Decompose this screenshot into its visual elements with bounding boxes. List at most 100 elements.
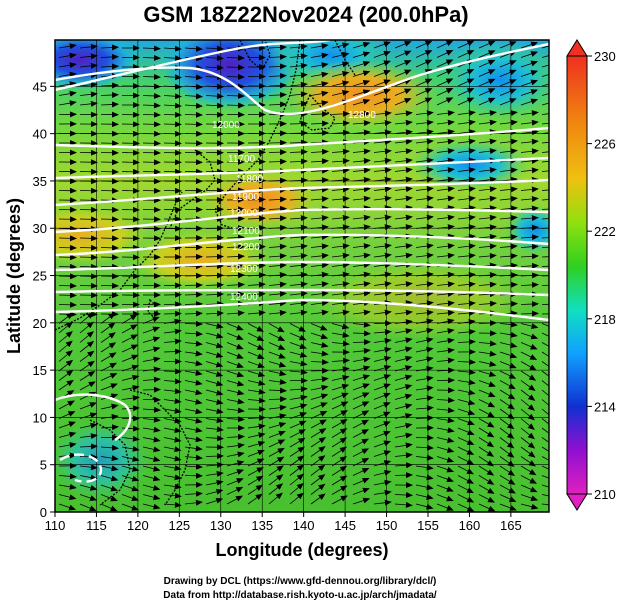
wind-arrow <box>457 446 475 455</box>
wind-arrow <box>163 436 182 443</box>
wind-arrow <box>436 87 454 96</box>
wind-arrow <box>79 235 98 242</box>
wind-arrow <box>142 386 161 393</box>
wind-arrow <box>184 389 203 396</box>
wind-arrow <box>58 483 77 490</box>
wind-arrow <box>268 224 287 231</box>
wind-arrow <box>436 347 455 354</box>
wind-arrow <box>310 111 329 118</box>
wind-arrow <box>79 331 94 343</box>
wind-arrow <box>247 397 266 404</box>
wind-arrow <box>541 342 549 347</box>
wind-arrow <box>247 388 266 395</box>
y-tick-label: 15 <box>33 363 47 378</box>
wind-arrow <box>163 55 182 62</box>
wind-arrow <box>457 503 475 512</box>
wind-arrow <box>373 88 391 96</box>
wind-arrow <box>226 380 245 387</box>
wind-arrow <box>247 458 265 467</box>
wind-arrow <box>478 437 495 448</box>
wind-arrow <box>520 253 539 260</box>
wind-arrow <box>415 290 434 297</box>
wind-arrow <box>163 45 182 52</box>
wind-arrow <box>100 373 118 381</box>
wind-arrow <box>457 195 476 202</box>
wind-arrow <box>394 374 413 381</box>
wind-arrow <box>373 499 392 506</box>
wind-arrow <box>58 71 77 78</box>
wind-arrow <box>289 148 308 155</box>
wind-arrow <box>499 253 518 260</box>
wind-arrow <box>100 362 117 372</box>
wind-arrow <box>457 456 475 465</box>
wind-arrow <box>478 399 496 408</box>
wind-arrow <box>163 111 182 118</box>
wind-arrow <box>310 359 329 366</box>
wind-arrow <box>415 157 434 164</box>
wind-arrow <box>436 465 455 473</box>
wind-arrow <box>79 91 98 98</box>
wind-arrow <box>457 369 476 376</box>
wind-arrow <box>247 484 264 495</box>
wind-arrow <box>352 356 371 363</box>
wind-arrow <box>436 68 454 77</box>
wind-arrow <box>394 492 413 499</box>
wind-arrow <box>142 336 161 343</box>
wind-arrow <box>373 129 392 136</box>
wind-arrow <box>352 401 370 410</box>
wind-arrow <box>373 355 392 362</box>
wind-arrow <box>58 311 77 318</box>
wind-arrow <box>457 40 475 49</box>
wind-arrow <box>163 501 182 508</box>
wind-arrow <box>247 432 266 439</box>
wind-arrow <box>121 494 139 502</box>
wind-arrow <box>499 119 518 126</box>
wind-arrow <box>541 465 549 470</box>
wind-arrow <box>289 252 308 259</box>
wind-arrow <box>268 422 287 429</box>
wind-arrow <box>142 140 161 147</box>
wind-arrow <box>268 396 287 403</box>
wind-arrow <box>205 323 224 329</box>
wind-arrow <box>310 177 329 184</box>
wind-arrow <box>331 271 350 278</box>
wind-arrow <box>415 271 434 278</box>
x-tick-label: 110 <box>45 518 66 533</box>
wind-arrow <box>394 365 413 372</box>
wind-arrow <box>310 437 327 448</box>
wind-arrow <box>457 437 475 445</box>
wind-arrow <box>373 41 391 49</box>
wind-arrow <box>289 215 308 222</box>
wind-arrow <box>310 196 329 203</box>
wind-arrow <box>184 291 203 298</box>
wind-arrow <box>352 271 371 278</box>
wind-arrow <box>352 60 371 68</box>
wind-arrow <box>142 356 161 363</box>
wind-arrow <box>79 321 94 334</box>
wind-arrow <box>394 186 413 193</box>
wind-arrow <box>541 275 549 277</box>
wind-arrow <box>499 234 518 241</box>
wind-arrow <box>142 406 161 413</box>
wind-arrow <box>415 346 434 353</box>
wind-arrow <box>499 437 515 449</box>
wind-arrow <box>478 138 497 145</box>
wind-arrow <box>58 340 73 353</box>
wind-arrow <box>58 43 77 50</box>
wind-arrow <box>436 437 455 444</box>
y-tick-label: 45 <box>33 79 47 94</box>
wind-arrow <box>100 53 119 60</box>
wind-arrow <box>499 41 517 49</box>
wind-arrow <box>520 272 539 279</box>
wind-arrow <box>541 208 549 210</box>
wind-arrow <box>457 359 476 366</box>
wind-arrow <box>478 88 496 96</box>
wind-arrow <box>331 70 350 77</box>
wind-arrow <box>247 262 266 269</box>
wind-arrow <box>478 408 495 418</box>
wind-arrow <box>268 149 287 156</box>
wind-arrow <box>142 326 161 334</box>
y-tick-label: 10 <box>33 410 47 425</box>
wind-arrow <box>394 167 413 174</box>
wind-arrow <box>121 455 140 462</box>
